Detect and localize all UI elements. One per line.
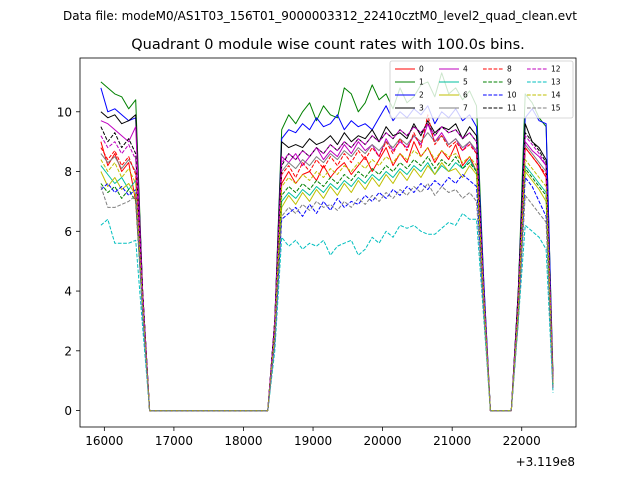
y-tick-label: 0 — [64, 404, 72, 418]
x-axis: 16000 17000 18000 19000 20000 21000 22000 — [85, 427, 541, 448]
legend-label-10: 10 — [507, 91, 517, 100]
legend-label-8: 8 — [507, 65, 512, 74]
x-tick-label: 19000 — [294, 434, 332, 448]
legend-label-9: 9 — [507, 78, 512, 87]
chart-title: Quadrant 0 module wise count rates with … — [131, 37, 525, 53]
series-line-14 — [100, 147, 554, 412]
y-tick-label: 4 — [64, 285, 72, 299]
legend-label-7: 7 — [463, 104, 468, 113]
series-line-15 — [100, 183, 554, 412]
y-axis: 0 2 4 6 8 10 — [57, 105, 80, 418]
y-tick-label: 10 — [57, 105, 72, 119]
y-tick-label: 8 — [64, 165, 72, 179]
plot-lines — [100, 72, 554, 412]
legend-label-12: 12 — [551, 65, 561, 74]
legend-label-2: 2 — [419, 91, 424, 100]
legend-label-6: 6 — [463, 91, 468, 100]
legend-label-4: 4 — [463, 65, 468, 74]
legend-box — [389, 60, 574, 119]
legend-label-11: 11 — [507, 104, 517, 113]
legend-label-14: 14 — [551, 91, 561, 100]
x-tick-label: 22000 — [503, 434, 541, 448]
y-tick-label: 2 — [64, 344, 72, 358]
plot-frame — [79, 57, 577, 428]
legend-label-3: 3 — [419, 104, 424, 113]
legend-label-0: 0 — [419, 65, 424, 74]
x-tick-label: 18000 — [224, 434, 262, 448]
legend-label-5: 5 — [463, 78, 468, 87]
x-tick-label: 16000 — [85, 434, 123, 448]
x-tick-label: 17000 — [155, 434, 193, 448]
legend-label-1: 1 — [419, 78, 424, 87]
y-tick-label: 6 — [64, 225, 72, 239]
series-line-13 — [100, 212, 554, 412]
legend-label-15: 15 — [551, 104, 561, 113]
x-tick-label: 21000 — [433, 434, 471, 448]
figure-suptitle: Data file: modeM0/AS1T03_156T01_90000033… — [63, 9, 577, 23]
x-offset-label: +3.119e8 — [516, 455, 575, 469]
series-line-9 — [100, 156, 554, 412]
legend-label-13: 13 — [551, 78, 561, 87]
x-tick-label: 20000 — [364, 434, 402, 448]
